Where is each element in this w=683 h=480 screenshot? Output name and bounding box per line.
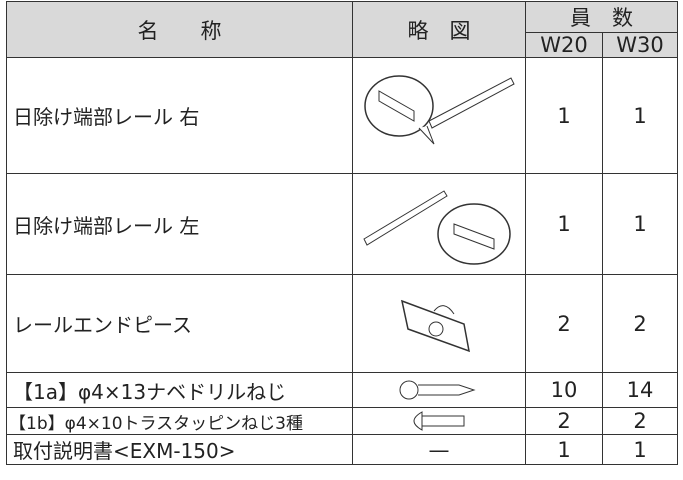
w20-count: 1 [525, 173, 603, 275]
w20-count: 2 [525, 407, 603, 435]
w30-count: 2 [602, 274, 678, 373]
w30-count: 2 [602, 407, 678, 435]
header-w20: W20 [525, 32, 603, 58]
rail-right-icon [364, 74, 515, 144]
screw-icon [399, 380, 476, 400]
header-name: 名 称 [6, 1, 353, 58]
w20-count: 1 [525, 57, 603, 174]
screw-icon [413, 411, 465, 431]
figure: — [352, 434, 526, 465]
w30-count: 1 [602, 434, 678, 465]
w30-count: 1 [602, 173, 678, 275]
figure [352, 57, 526, 174]
part-name: 日除け端部レール 右 [6, 57, 353, 174]
part-name: 【1b】φ4×10トラスタッピンねじ3種 [6, 407, 353, 435]
header-figure: 略 図 [352, 1, 526, 58]
figure [352, 407, 526, 435]
figure [352, 274, 526, 373]
header-count: 員 数 [525, 1, 678, 33]
header-w30: W30 [602, 32, 678, 58]
figure [352, 372, 526, 408]
w20-count: 10 [525, 372, 603, 408]
part-name: 取付説明書<EXM-150> [6, 434, 353, 465]
parts-table: 名 称 略 図 員 数 W20 W30 日除け端部レール 右 1 1 日除け端部… [6, 1, 678, 465]
rail-left-icon [363, 190, 511, 265]
part-name: 【1a】φ4×13ナベドリルねじ [6, 372, 353, 408]
w20-count: 2 [525, 274, 603, 373]
w30-count: 1 [602, 57, 678, 174]
w20-count: 1 [525, 434, 603, 465]
part-name: 日除け端部レール 左 [6, 173, 353, 275]
w30-count: 14 [602, 372, 678, 408]
figure [352, 173, 526, 275]
end-piece-icon [400, 299, 470, 352]
part-name: レールエンドピース [6, 274, 353, 373]
